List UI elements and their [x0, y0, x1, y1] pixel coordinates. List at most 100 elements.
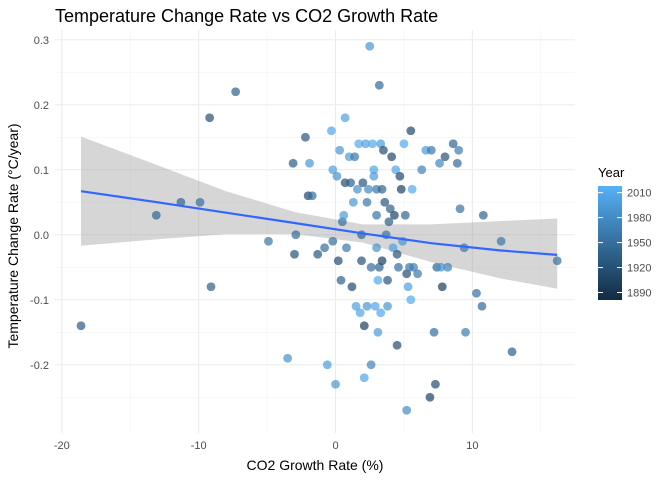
data-point	[322, 360, 332, 370]
points-layer	[76, 41, 562, 415]
data-point	[374, 80, 384, 90]
data-point	[377, 184, 387, 194]
data-point	[333, 256, 343, 266]
data-point	[392, 249, 402, 259]
data-point	[376, 308, 386, 318]
legend-label: 1890	[627, 288, 651, 300]
data-point	[195, 197, 205, 207]
data-point	[359, 373, 369, 383]
grid	[55, 30, 575, 433]
data-point	[328, 236, 338, 246]
data-point	[426, 145, 436, 155]
data-point	[437, 282, 447, 292]
data-point	[391, 165, 401, 175]
data-point	[206, 282, 216, 292]
data-point	[283, 353, 293, 363]
data-point	[369, 165, 379, 175]
data-point	[406, 126, 416, 136]
data-point	[151, 210, 161, 220]
data-point	[440, 152, 450, 162]
data-point	[362, 301, 372, 311]
confidence-band	[81, 136, 558, 289]
data-point	[340, 113, 350, 123]
data-point	[372, 243, 381, 253]
data-point	[383, 301, 392, 311]
data-point	[477, 301, 487, 311]
data-point	[353, 184, 362, 194]
data-point	[385, 204, 395, 214]
data-point	[355, 308, 365, 318]
data-point	[346, 178, 355, 188]
data-point	[443, 262, 453, 272]
data-point	[307, 191, 317, 201]
data-point	[436, 262, 446, 272]
data-point	[454, 145, 464, 155]
data-point	[373, 327, 383, 337]
data-point	[76, 321, 86, 331]
data-point	[358, 178, 368, 188]
data-point	[335, 145, 345, 155]
data-point	[332, 171, 342, 181]
axes: -20 -10 0 10 -0.2 -0.1 0.0 0.1 0.2 0.3	[30, 35, 478, 452]
data-point	[461, 327, 470, 337]
data-point	[496, 236, 506, 246]
data-point	[357, 256, 366, 266]
data-point	[417, 165, 427, 175]
data-point	[403, 282, 413, 292]
y-tick-label: -0.1	[30, 295, 49, 307]
data-point	[354, 139, 364, 149]
data-point	[409, 262, 418, 272]
y-tick-label: 0.2	[34, 100, 49, 112]
trend-line-layer	[80, 190, 558, 256]
data-point	[342, 243, 351, 253]
data-point	[288, 158, 298, 168]
data-point	[331, 379, 340, 389]
data-point	[264, 236, 273, 246]
data-point	[313, 249, 323, 259]
y-tick-label: -0.2	[30, 360, 49, 372]
data-point	[320, 243, 329, 253]
data-point	[400, 210, 410, 220]
data-point	[384, 217, 394, 227]
data-point	[373, 275, 383, 285]
data-point	[351, 301, 361, 311]
data-point	[362, 197, 372, 207]
data-point	[369, 171, 379, 181]
data-point	[394, 262, 403, 272]
data-point	[383, 275, 392, 285]
data-point	[290, 249, 299, 259]
data-point	[348, 197, 358, 207]
data-point	[388, 243, 398, 253]
trend-line	[80, 190, 558, 256]
y-axis-title: Temperature Change Rate (°C/year)	[5, 123, 21, 348]
data-point	[435, 158, 444, 168]
y-tick-label: 0.3	[34, 35, 49, 47]
data-point	[396, 184, 406, 194]
data-point	[399, 139, 409, 149]
data-point	[327, 126, 336, 136]
data-point	[366, 262, 376, 272]
data-point	[231, 87, 241, 97]
data-point	[387, 152, 397, 162]
data-point	[406, 295, 416, 305]
data-point	[452, 158, 462, 168]
legend-label: 1920	[627, 263, 651, 275]
data-point	[379, 145, 388, 155]
y-tick-label: 0.1	[34, 165, 49, 177]
x-tick-label: 10	[466, 440, 478, 452]
data-point	[392, 340, 402, 350]
confidence-band-layer	[81, 136, 558, 289]
data-point	[395, 171, 405, 181]
data-point	[361, 139, 371, 149]
data-point	[552, 256, 562, 266]
data-point	[389, 210, 399, 220]
data-point	[429, 327, 439, 337]
data-point	[472, 288, 481, 298]
data-point	[478, 210, 488, 220]
data-point	[431, 379, 440, 389]
data-point	[507, 347, 517, 357]
data-point	[350, 152, 360, 162]
data-point	[359, 321, 369, 331]
data-point	[370, 301, 380, 311]
